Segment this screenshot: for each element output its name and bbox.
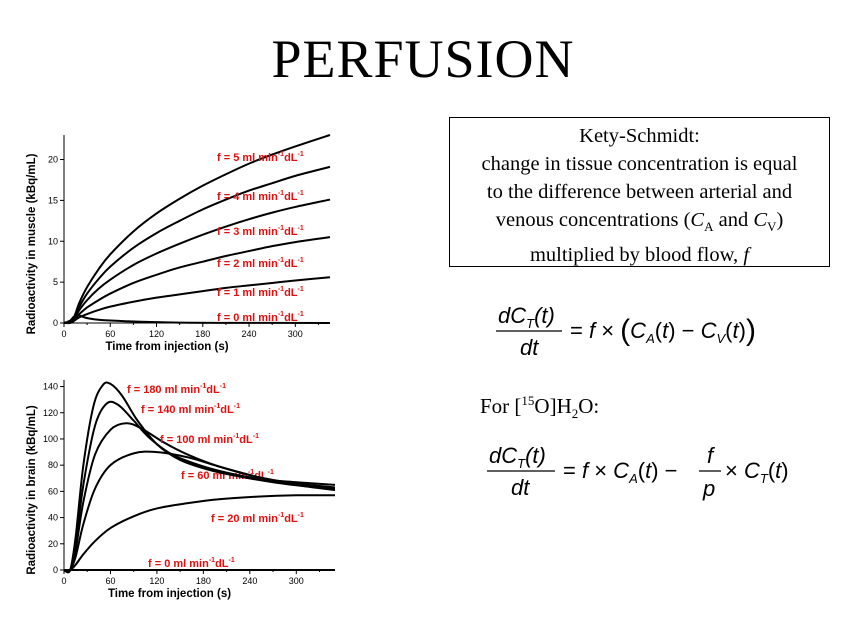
- y-tick-label: 40: [48, 513, 58, 523]
- series-label: f = 1 ml min-1dL-1: [217, 286, 304, 299]
- eq2-numerator: dCT(t): [489, 443, 546, 471]
- series-label: f = 0 ml min-1dL-1: [148, 557, 235, 570]
- series-label: f = 180 ml min-1dL-1: [127, 383, 226, 396]
- water-label-subscript: 2: [571, 406, 579, 422]
- series-label: f = 100 ml min-1dL-1: [160, 433, 259, 446]
- y-tick-label: 20: [48, 539, 58, 549]
- series-label: f = 140 ml min-1dL-1: [141, 403, 240, 416]
- x-tick-label: 0: [61, 329, 66, 339]
- series-line: [63, 494, 336, 572]
- series-label: f = 4 ml min-1dL-1: [217, 190, 304, 203]
- x-tick-label: 300: [288, 329, 303, 339]
- y-tick-label: 5: [53, 277, 58, 287]
- x-tick-label: 180: [195, 329, 210, 339]
- x-tick-label: 60: [105, 329, 115, 339]
- y-tick-label: 60: [48, 486, 58, 496]
- kety-line-4: venous concentrations (CA and CV): [450, 206, 829, 241]
- x-tick-label: 300: [289, 576, 304, 586]
- x-tick-label: 60: [105, 576, 115, 586]
- muscle-chart: 0 60 120 180 240 300 0 5 10 15 20 Time from injecti…: [26, 134, 331, 353]
- kety-ca-symbol: C: [690, 209, 705, 231]
- equation-water: dCT(t) dt = f × CA(t) − f p × CT(t): [485, 438, 815, 510]
- eq1-numerator: dCT(t): [498, 303, 555, 331]
- eq1-denominator: dt: [520, 335, 539, 360]
- x-tick-label: 240: [242, 576, 257, 586]
- page-title: PERFUSION: [271, 29, 575, 89]
- eq2-frac-den: p: [702, 476, 715, 501]
- kety-line-2: change in tissue concentration is equal: [481, 153, 798, 175]
- brain-chart: 0 60 120 180 240 300 0 20 40 60 80 100 120 140 Time fr…: [26, 380, 336, 600]
- eq2-rhs-part1: = f × CA(t) −: [563, 458, 677, 486]
- kety-ca-subscript: A: [704, 219, 714, 235]
- water-label-mid: O]H: [534, 394, 572, 418]
- kety-line-1: Kety-Schmidt:: [579, 125, 700, 147]
- series-line: [63, 400, 336, 573]
- kety-and-word: and: [713, 209, 754, 231]
- x-tick-label: 180: [196, 576, 211, 586]
- x-axis-label: Time from injection (s): [105, 341, 228, 353]
- x-axis-label: Time from injection (s): [108, 588, 231, 600]
- series-line: [63, 422, 336, 573]
- kety-line-5: multiplied by blood flow, f: [450, 241, 829, 269]
- kety-line-4-post: ): [776, 209, 784, 231]
- series-line: [63, 276, 331, 324]
- eq2-rhs-part2: × CT(t): [725, 458, 789, 486]
- y-tick-label: 80: [48, 460, 58, 470]
- y-axis-label: Radioactivity in muscle (kBq/mL): [26, 153, 38, 334]
- y-tick-label: 20: [48, 155, 58, 165]
- y-tick-label: 10: [48, 236, 58, 246]
- kety-cv-symbol: C: [753, 209, 768, 231]
- kety-flow-symbol: f: [743, 244, 750, 267]
- y-axis-label: Radioactivity in brain (kBq/mL): [26, 405, 38, 574]
- equation-kety-schmidt: dCT(t) dt = f × (CA(t) − CV(t)): [490, 298, 790, 364]
- equation-1-svg: dCT(t) dt = f × (CA(t) − CV(t)): [496, 303, 756, 360]
- x-tick-label: 120: [149, 576, 164, 586]
- series-label: f = 20 ml min-1dL-1: [211, 512, 304, 525]
- y-tick-label: 0: [53, 565, 58, 575]
- equation-2-svg: dCT(t) dt = f × CA(t) − f p × CT(t): [487, 443, 789, 501]
- x-tick-label: 240: [242, 329, 257, 339]
- eq2-denominator: dt: [511, 475, 530, 500]
- series-label: f = 0 ml min-1dL-1: [217, 311, 304, 324]
- y-tick-label: 100: [43, 434, 58, 444]
- eq1-rhs: = f × (CA(t) − CV(t)): [570, 314, 756, 347]
- y-tick-label: 120: [43, 408, 58, 418]
- kety-cv-subscript: V: [767, 219, 777, 235]
- water-label-pre: For [: [480, 394, 522, 418]
- y-tick-label: 15: [48, 195, 58, 205]
- series-line: [63, 134, 331, 325]
- kety-schmidt-box: Kety-Schmidt: change in tissue concentra…: [449, 117, 830, 267]
- x-tick-label: 0: [61, 576, 66, 586]
- series-line: [63, 236, 331, 324]
- eq2-frac-num: f: [707, 443, 716, 468]
- series-label: f = 5 ml min-1dL-1: [217, 151, 304, 164]
- kety-line-3: to the difference between arterial and: [486, 181, 793, 203]
- y-tick-label: 0: [53, 318, 58, 328]
- y-tick-label: 140: [43, 382, 58, 392]
- x-tick-label: 120: [149, 329, 164, 339]
- water-label: For [15O]H2O:: [480, 393, 599, 422]
- series-label: f = 2 ml min-1dL-1: [217, 257, 304, 270]
- series-line: [63, 381, 336, 574]
- kety-line-4-pre: venous concentrations (: [495, 209, 691, 231]
- series-label: f = 3 ml min-1dL-1: [217, 225, 304, 238]
- water-label-isotope: 15: [521, 393, 535, 408]
- kety-line-5-pre: multiplied by blood flow,: [529, 244, 744, 267]
- water-label-post: O:: [578, 394, 600, 418]
